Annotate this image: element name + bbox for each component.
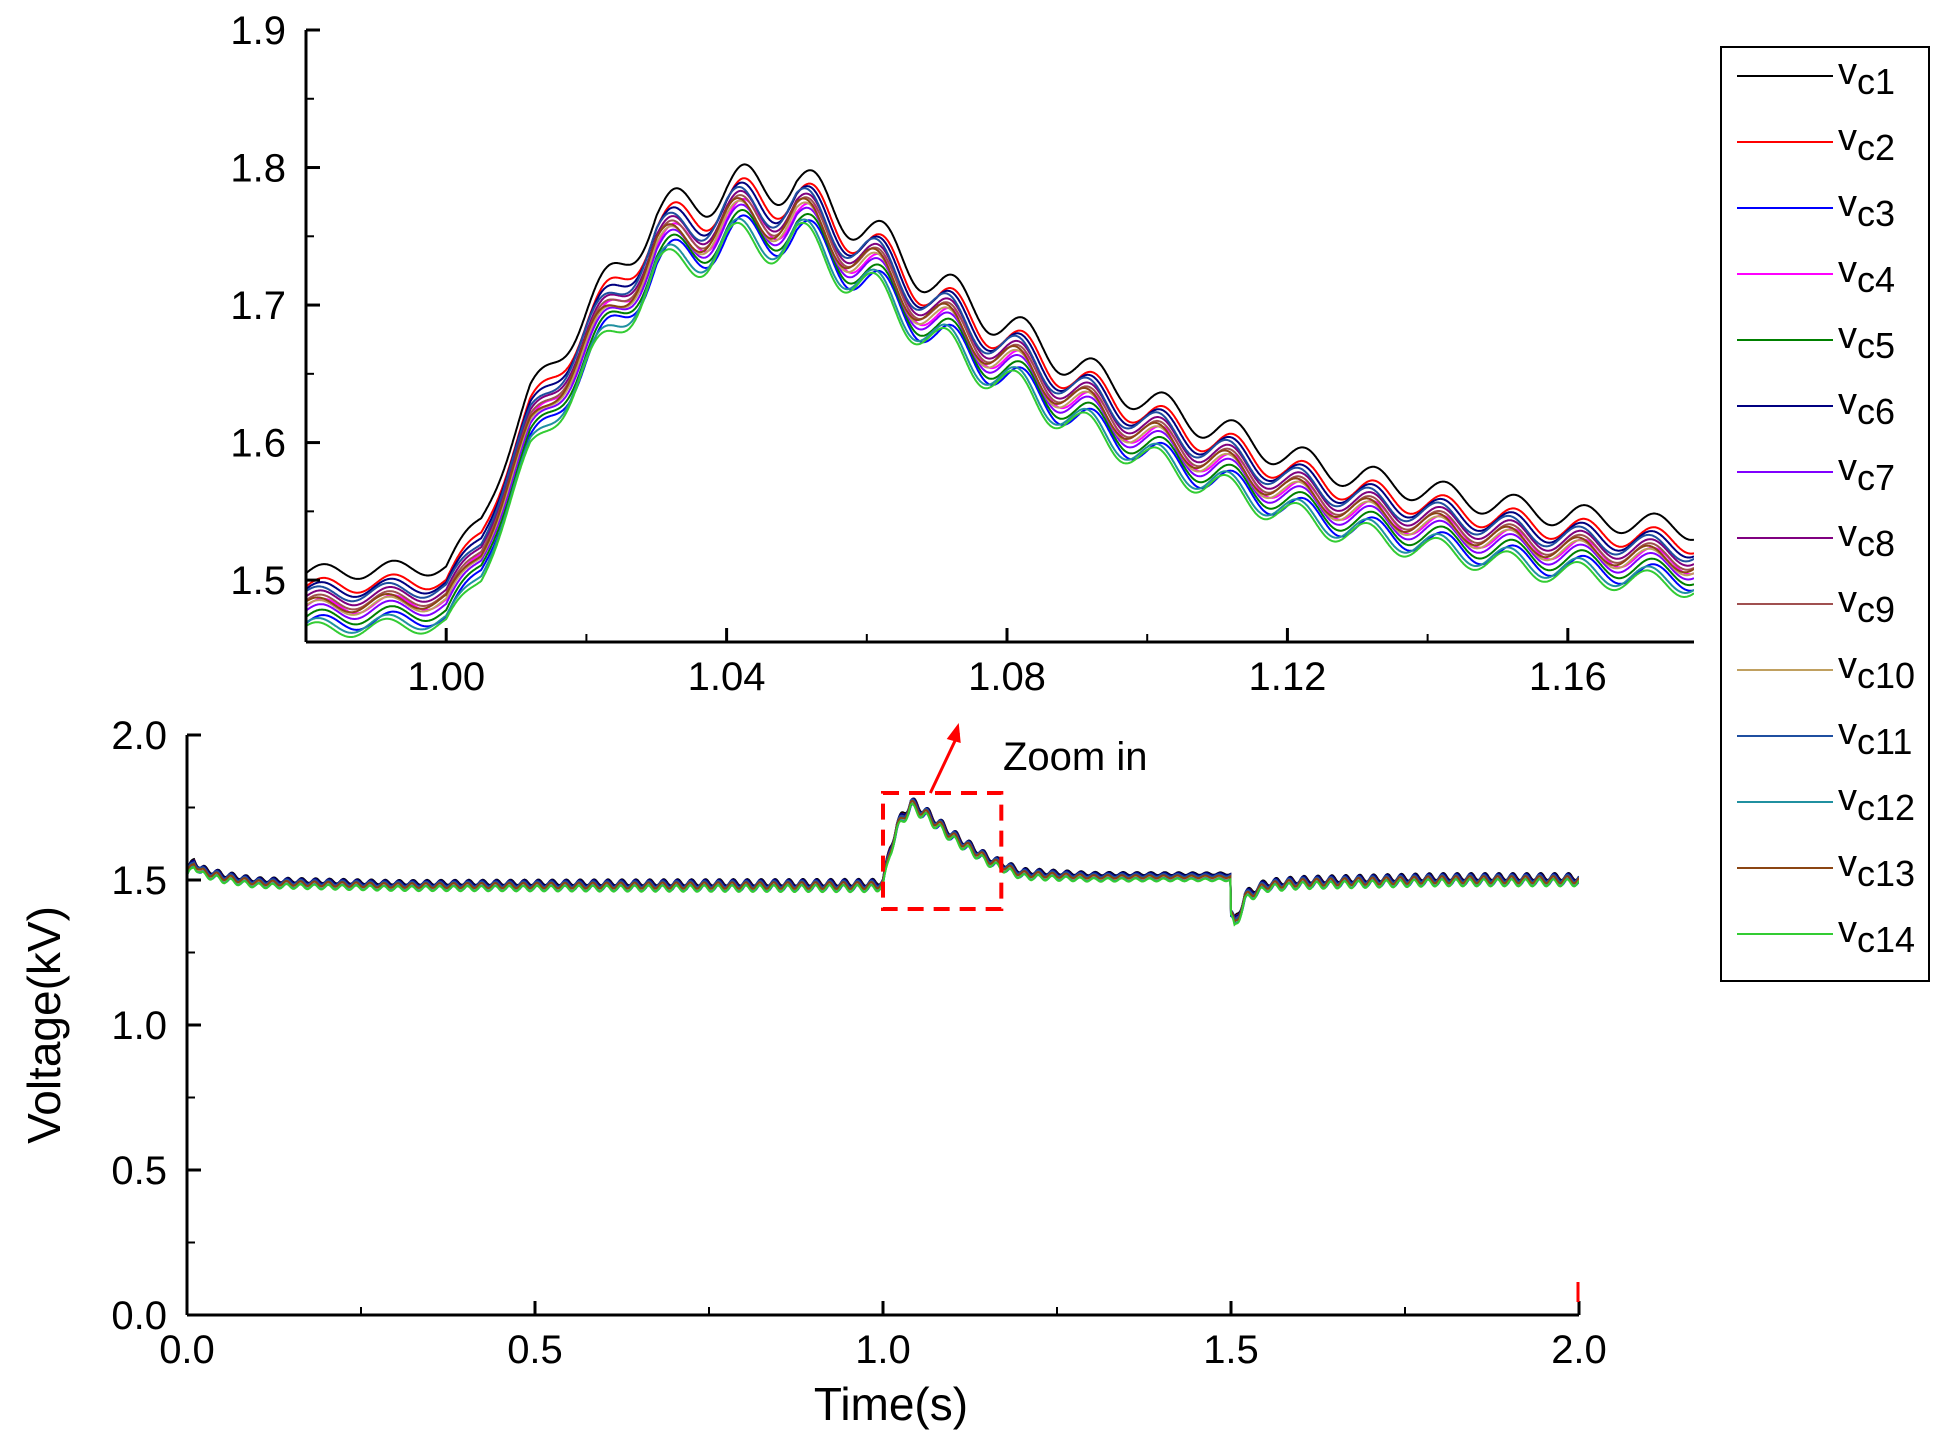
legend-box — [1720, 46, 1930, 982]
x-tick-label: 2.0 — [1551, 1328, 1607, 1372]
zoom-chart: 1.00 1.04 1.08 1.12 1.16 1.5 1.6 1.7 1.8 1.9 — [230, 9, 1694, 699]
legend: vc1 vc2 vc3 vc4 vc5 vc6 vc7 vc8 vc9 vc10 vc11 vc12 v… — [1720, 46, 1930, 982]
x-tick-label: 1.00 — [407, 655, 485, 699]
legend-label-c14: vc14 — [1838, 909, 1915, 960]
x-tick-label: 1.0 — [855, 1328, 911, 1372]
series-line-c7 — [306, 203, 1694, 620]
zoom-arrowhead — [946, 723, 961, 743]
x-tick-label: 1.5 — [1203, 1328, 1259, 1372]
y-tick-label: 1.6 — [230, 422, 286, 466]
legend-label-c9: vc9 — [1838, 579, 1895, 630]
zoom-arrow — [928, 732, 961, 794]
x-tick-label: 1.04 — [688, 655, 766, 699]
y-axis-title: Voltage(kV) — [18, 906, 70, 1144]
y-tick-label: 1.5 — [230, 559, 286, 603]
x-tick-label: 1.08 — [968, 655, 1046, 699]
y-tick-label: 1.5 — [111, 859, 167, 903]
legend-label-c13: vc13 — [1838, 843, 1915, 894]
y-tick-label: 2.0 — [111, 714, 167, 758]
x-tick-label: 0.5 — [507, 1328, 563, 1372]
series-line-c13 — [306, 197, 1694, 614]
legend-label-c1: vc1 — [1838, 51, 1895, 102]
y-tick-label: 0.0 — [111, 1294, 167, 1338]
series-line-c12 — [306, 217, 1694, 634]
legend-label-c8: vc8 — [1838, 513, 1895, 564]
series-line-c5 — [306, 209, 1694, 626]
legend-label-c10: vc10 — [1838, 645, 1915, 696]
main-chart: 0.0 0.5 1.0 1.5 2.0 0.0 0.5 1.0 1.5 2.0 Zoom in T… — [18, 714, 1607, 1430]
legend-label-c3: vc3 — [1838, 183, 1895, 234]
series-line-c11 — [306, 186, 1694, 603]
legend-label-c12: vc12 — [1838, 777, 1915, 828]
zoom-box — [881, 791, 1004, 911]
legend-label-c2: vc2 — [1838, 117, 1895, 168]
y-tick-label: 1.0 — [111, 1004, 167, 1048]
x-axis-title: Time(s) — [814, 1378, 968, 1430]
y-tick-label: 1.7 — [230, 284, 286, 328]
legend-label-c11: vc11 — [1838, 711, 1912, 762]
legend-label-c6: vc6 — [1838, 381, 1895, 432]
y-tick-label: 0.5 — [111, 1149, 167, 1193]
y-tick-label: 1.8 — [230, 147, 286, 191]
series-line-c14 — [306, 221, 1694, 638]
series-line-c8 — [306, 189, 1694, 607]
legend-label-c4: vc4 — [1838, 249, 1895, 300]
series-line-c3 — [306, 214, 1694, 631]
x-tick-label: 0.0 — [159, 1328, 215, 1372]
y-tick-label: 1.9 — [230, 9, 286, 53]
zoom-label: Zoom in — [1003, 735, 1148, 779]
legend-label-c5: vc5 — [1838, 315, 1895, 366]
x-tick-label: 1.16 — [1529, 655, 1607, 699]
legend-label-c7: vc7 — [1838, 447, 1895, 498]
series-line-c1 — [306, 163, 1694, 580]
x-tick-label: 1.12 — [1248, 655, 1326, 699]
